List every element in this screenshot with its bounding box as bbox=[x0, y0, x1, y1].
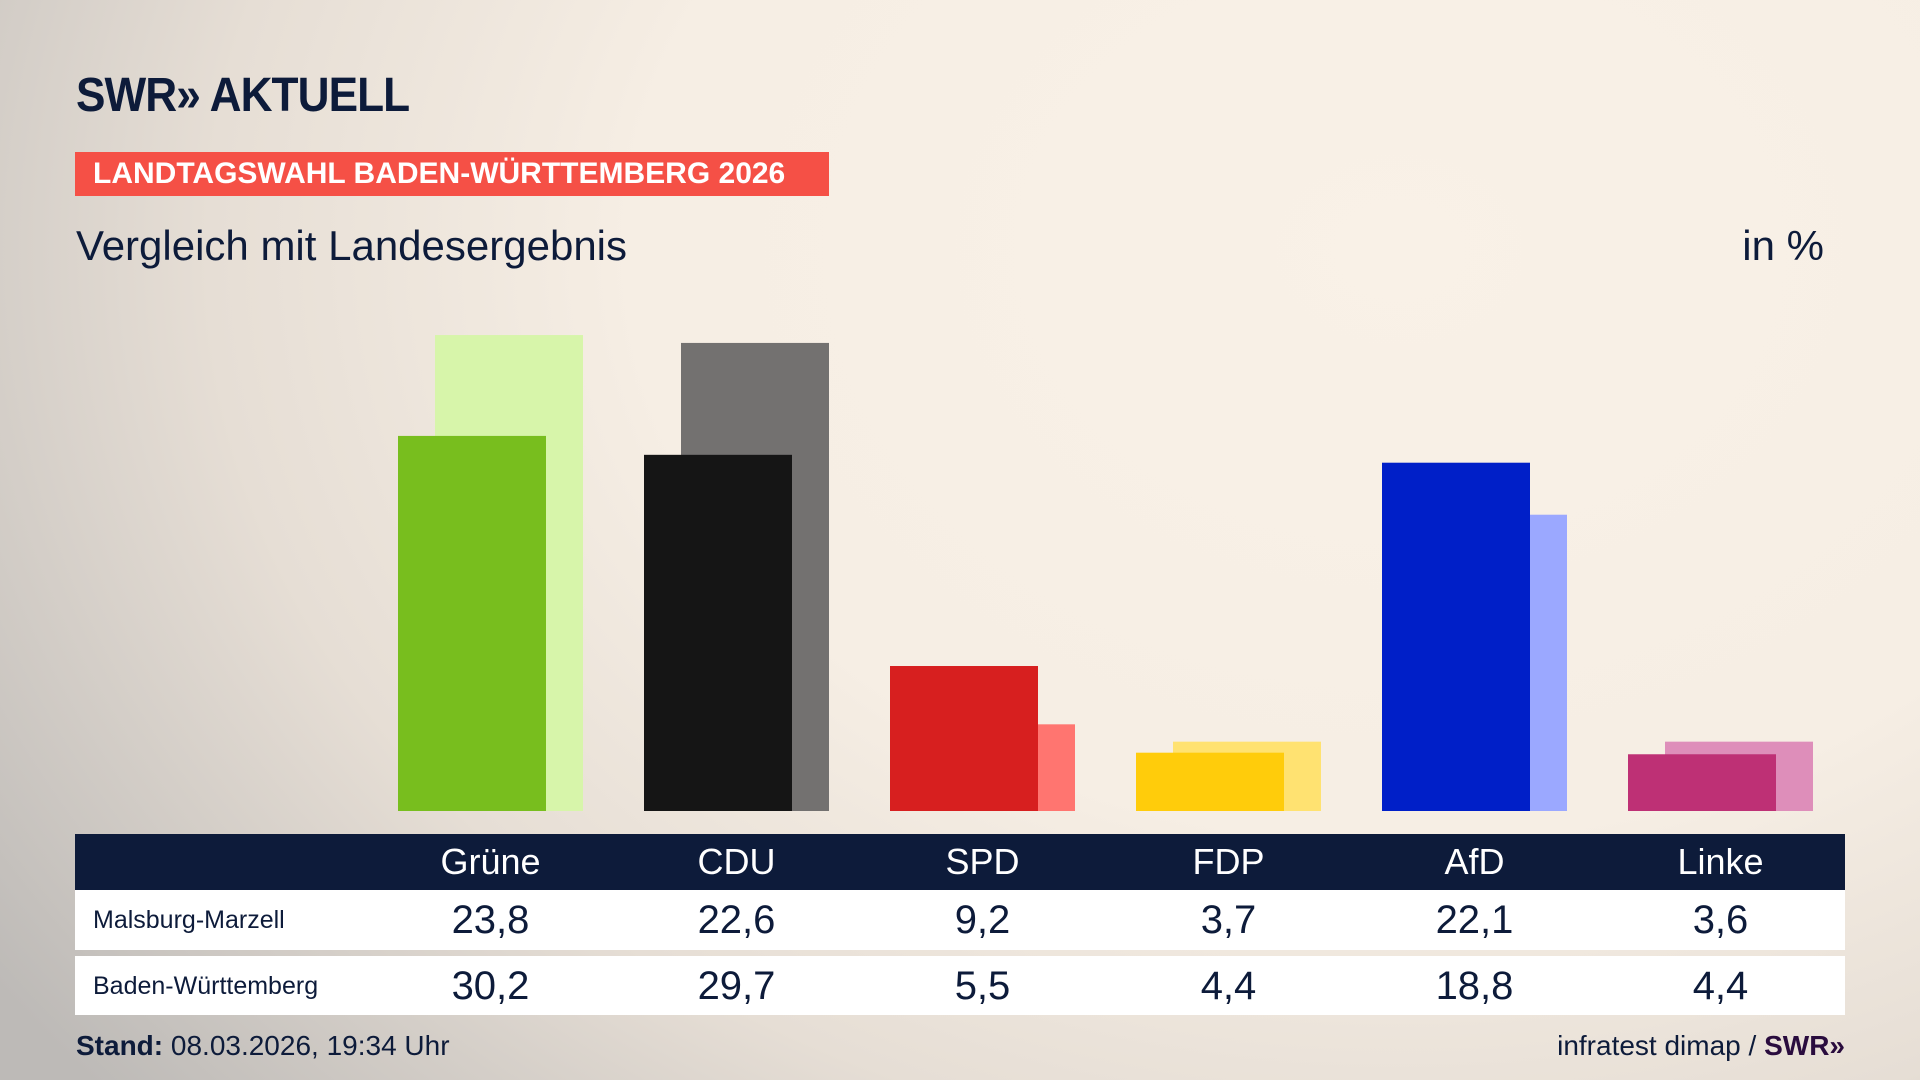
stand-value: 08.03.2026, 19:34 Uhr bbox=[170, 1030, 450, 1061]
table-row: Baden-Württemberg 30,2 29,7 5,5 4,4 18,8 4,4 bbox=[75, 956, 1845, 1015]
value-local: 23,8 bbox=[451, 898, 530, 942]
table-row: Malsburg-Marzell 23,8 22,6 9,2 3,7 22,1 3,6 bbox=[75, 890, 1845, 950]
source: infratest dimap / SWR» bbox=[1557, 1030, 1845, 1062]
row-label: Malsburg-Marzell bbox=[93, 906, 285, 934]
value-landesergebnis: 5,5 bbox=[954, 964, 1011, 1008]
party-label: Linke bbox=[1677, 841, 1764, 882]
party-label: Grüne bbox=[440, 841, 541, 882]
party-label: CDU bbox=[697, 841, 776, 882]
swr-logo: SWR» bbox=[1764, 1030, 1845, 1061]
value-local: 22,1 bbox=[1435, 898, 1514, 942]
bar-local-linke bbox=[1628, 754, 1776, 811]
party-label: SPD bbox=[945, 841, 1020, 882]
bar-local-fdp bbox=[1136, 752, 1284, 811]
value-landesergebnis: 29,7 bbox=[697, 964, 776, 1008]
election-banner: LANDTAGSWAHL BADEN-WÜRTTEMBERG 2026 bbox=[75, 152, 829, 196]
unit-label: in % bbox=[1742, 222, 1824, 269]
row-label: Baden-Württemberg bbox=[93, 972, 319, 1000]
bar-local-spd bbox=[890, 666, 1038, 811]
value-local: 22,6 bbox=[697, 898, 776, 942]
bar-local-cdu bbox=[644, 454, 792, 811]
value-landesergebnis: 30,2 bbox=[451, 964, 530, 1008]
stand-label: Stand: bbox=[76, 1030, 164, 1061]
value-local: 3,6 bbox=[1692, 898, 1749, 942]
table-header: Grüne CDU SPD FDP AfD Linke bbox=[75, 834, 1845, 890]
value-landesergebnis: 4,4 bbox=[1692, 964, 1749, 1008]
swr-aktuell-logo: SWR» AKTUELL bbox=[76, 69, 410, 122]
source-text: infratest dimap / bbox=[1557, 1030, 1757, 1061]
value-landesergebnis: 4,4 bbox=[1200, 964, 1257, 1008]
value-landesergebnis: 18,8 bbox=[1435, 964, 1514, 1008]
bar-local-afd bbox=[1382, 462, 1530, 811]
value-local: 3,7 bbox=[1200, 898, 1257, 942]
results-table: Grüne CDU SPD FDP AfD Linke Malsburg-Marzell 2… bbox=[75, 834, 1845, 1015]
party-label: FDP bbox=[1192, 841, 1265, 882]
timestamp: Stand: 08.03.2026, 19:34 Uhr bbox=[76, 1030, 450, 1062]
value-local: 9,2 bbox=[954, 898, 1011, 942]
bar-local-grüne bbox=[398, 435, 546, 811]
party-label: AfD bbox=[1444, 841, 1505, 882]
bar-chart bbox=[398, 335, 1813, 811]
chart-subtitle: Vergleich mit Landesergebnis bbox=[76, 222, 628, 269]
